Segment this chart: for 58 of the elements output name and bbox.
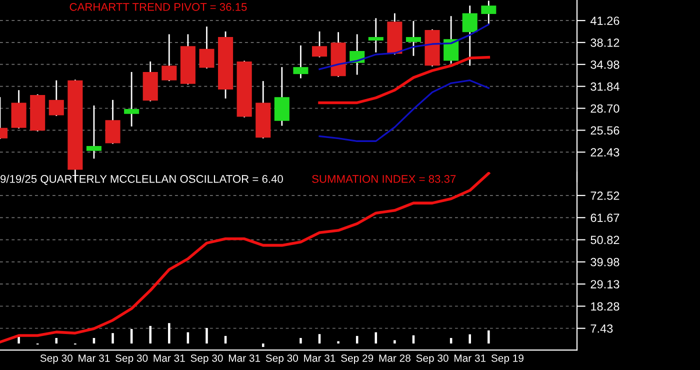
- x-tick-label: Mar 31: [78, 354, 110, 362]
- y-tick-label: 34.98: [590, 60, 620, 69]
- candlestick: [368, 18, 384, 52]
- line-series: [318, 24, 490, 70]
- candlestick: [481, 0, 496, 24]
- y-tick-label: 50.82: [590, 236, 620, 244]
- candlestick: [48, 80, 64, 116]
- y-tick-label: 28.70: [590, 104, 620, 113]
- candlestick: [105, 100, 120, 144]
- line-series: [318, 56, 490, 104]
- y-tick-label: 31.84: [590, 82, 620, 91]
- candlestick: [86, 106, 102, 159]
- x-tick-label: Sep 30: [116, 354, 148, 364]
- x-tick-label: Mar 31: [304, 354, 336, 362]
- candlestick: [293, 45, 308, 78]
- bar: [112, 333, 114, 344]
- y-tick-label: 72.52: [590, 192, 620, 200]
- x-tick-label: Sep 30: [266, 354, 298, 364]
- bar: [488, 330, 490, 344]
- line-series: [0, 172, 490, 344]
- y-tick-label: 18.28: [591, 302, 620, 311]
- candlestick: [462, 6, 478, 66]
- annotation: 9/19/25 QUARTERLY MCCLELLAN OSCILLATOR = 6.40: [0, 174, 283, 185]
- candlestick: [199, 26, 214, 68]
- y-tick-label: 29.13: [590, 280, 620, 288]
- candlestick: [406, 20, 422, 56]
- bar: [262, 343, 264, 347]
- x-tick-label: Sep 29: [341, 354, 374, 364]
- x-tick-label: Mar 28: [379, 354, 410, 362]
- y-tick-label: 22.43: [590, 148, 620, 157]
- bar: [300, 338, 302, 344]
- bar: [168, 323, 170, 344]
- y-tick-label: 7.43: [590, 324, 613, 333]
- bar: [149, 326, 152, 344]
- annotation: SUMMATION INDEX = 83.37: [312, 175, 456, 183]
- bar: [206, 328, 208, 344]
- y-tick-label: 25.56: [590, 126, 620, 135]
- y-tick-label: 61.67: [590, 214, 620, 222]
- candlestick: [274, 67, 290, 126]
- x-tick-label: Mar 31: [228, 354, 260, 362]
- candlestick: [444, 16, 459, 64]
- bar: [394, 340, 396, 344]
- y-tick-label: 38.12: [590, 38, 620, 47]
- x-tick-label: Sep 30: [40, 354, 72, 364]
- x-tick-label: Mar 31: [454, 354, 486, 362]
- x-tick-label: Sep 30: [416, 354, 448, 364]
- annotation: CARHARTT TREND PIVOT = 36.15: [70, 3, 247, 11]
- y-tick-label: 39.98: [590, 258, 620, 266]
- candlestick: [312, 31, 328, 58]
- line-series: [318, 80, 490, 142]
- candlestick: [162, 34, 177, 82]
- bar: [468, 334, 471, 344]
- bar: [18, 336, 20, 344]
- x-tick-label: Sep 19: [491, 354, 524, 364]
- x-tick-label: Mar 31: [154, 354, 185, 362]
- candlestick: [124, 72, 140, 126]
- y-tick-label: 41.26: [590, 16, 620, 25]
- x-tick-label: Sep 30: [190, 354, 223, 364]
